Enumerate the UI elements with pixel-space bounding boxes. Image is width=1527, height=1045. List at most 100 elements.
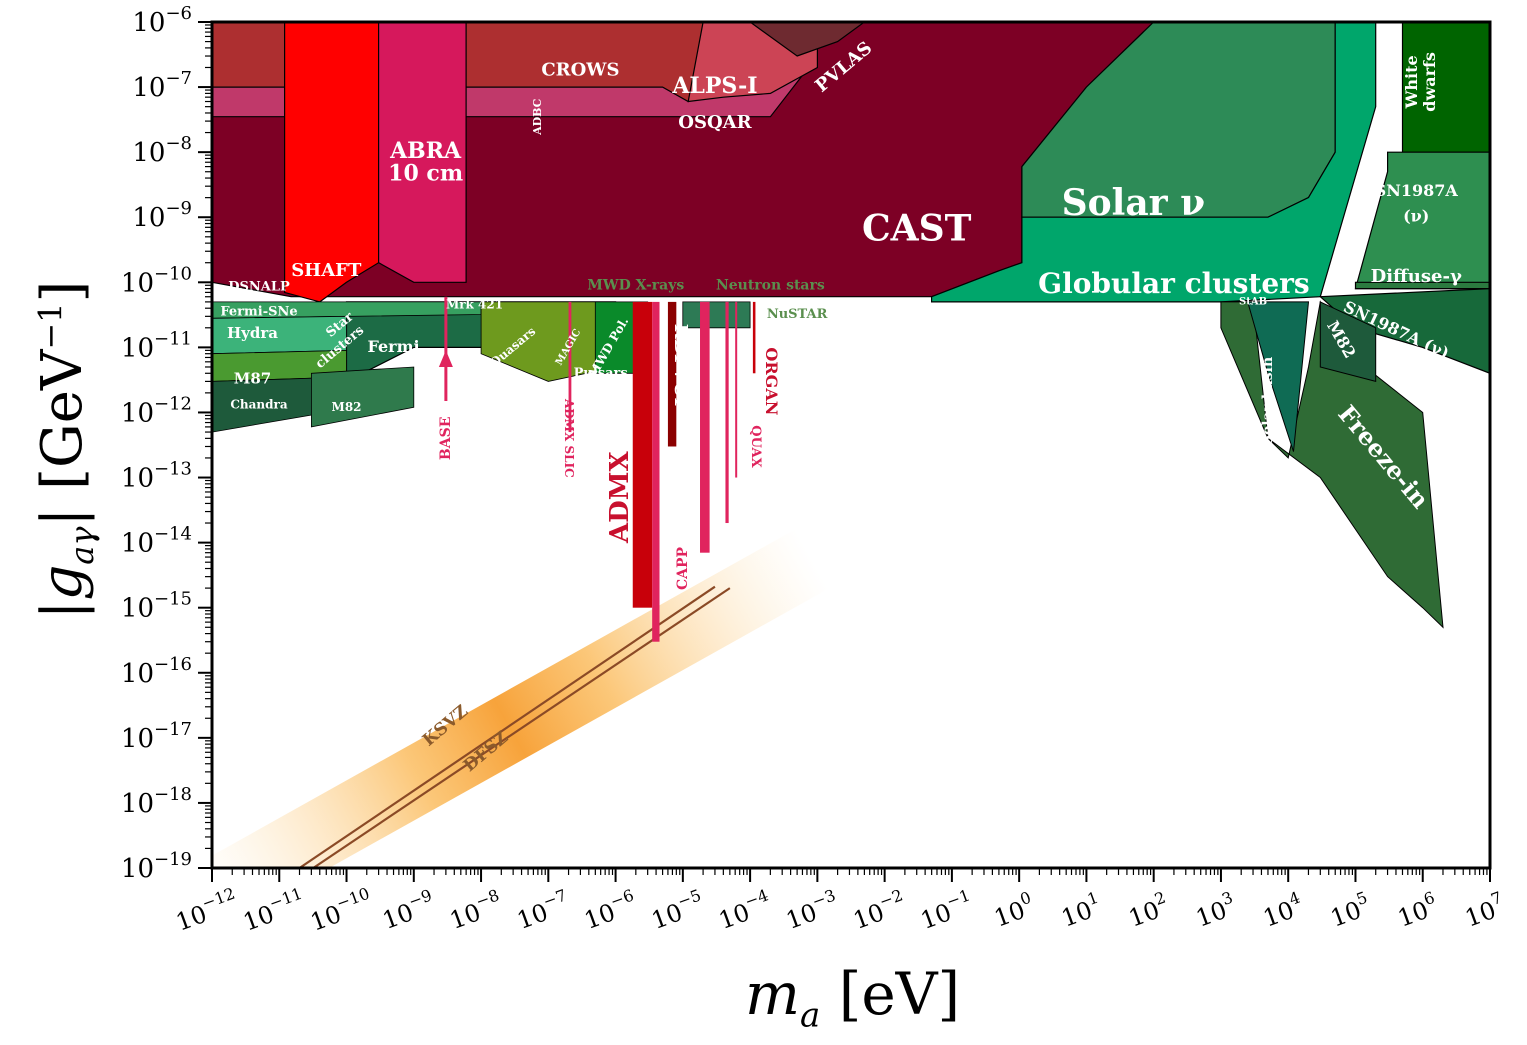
region-pvlas — [749, 22, 866, 57]
y-tick-base: 10 — [132, 73, 165, 103]
x-tick-exponent: −1 — [944, 885, 973, 911]
y-tick-base: 10 — [121, 464, 154, 494]
x-tick-exponent: −7 — [540, 885, 569, 911]
x-tick-exponent: −6 — [608, 885, 637, 911]
y-tick-label: 10−15 — [121, 589, 192, 624]
y-tick-label: 10−16 — [121, 654, 192, 689]
annotation-label: MWD X-rays — [587, 277, 684, 293]
annotation-label: (ν) — [1403, 207, 1429, 226]
annotation-label: ADBC — [531, 98, 544, 136]
y-axis-symbol: |g — [30, 564, 95, 620]
y-tick-exponent: −10 — [154, 263, 192, 284]
annotation-label: RBF+UF — [670, 324, 691, 411]
x-tick-label: 10−12 — [171, 884, 243, 937]
y-tick-exponent: −9 — [165, 198, 192, 219]
excluded-regions — [212, 22, 1490, 629]
y-tick-label: 10−19 — [121, 849, 192, 884]
x-tick-label: 105 — [1325, 888, 1375, 933]
x-tick-label: 106 — [1392, 888, 1442, 933]
admx-limit — [632, 301, 653, 608]
x-tick-label: 10−8 — [444, 885, 506, 935]
annotation-label: Globular clusters — [1038, 267, 1310, 300]
annotation-label: ADMX SLIC — [562, 398, 576, 478]
haloscope-limits — [438, 296, 756, 642]
annotation-label: 10 cm — [388, 161, 463, 187]
annotation-label: ADMX — [605, 450, 635, 543]
y-axis-exponent: −1 — [31, 302, 70, 350]
capp-limit — [652, 301, 660, 642]
base-arrow-head — [438, 350, 453, 367]
y-tick-base: 10 — [132, 138, 165, 168]
y-tick-label: 10−7 — [132, 68, 192, 103]
m82-low-band — [311, 366, 415, 428]
quax-spike-3 — [735, 301, 738, 478]
y-tick-base: 10 — [121, 594, 154, 624]
annotation-label: ALPS-I — [671, 73, 757, 99]
annotation-label: Diffuse-γ — [1371, 266, 1462, 287]
y-axis-subscript: aγ — [63, 526, 102, 565]
y-tick-label: 10−11 — [121, 328, 192, 363]
quasars-band — [480, 301, 616, 382]
annotation-label: ABRA — [389, 138, 462, 164]
y-tick-exponent: −18 — [154, 784, 192, 805]
qcd-line-ksvz — [298, 585, 716, 868]
x-tick-label: 10−4 — [713, 885, 775, 935]
annotation-label: Solar ν — [1062, 182, 1206, 224]
region-globular-clusters — [931, 22, 1377, 303]
organ-limit — [752, 301, 756, 374]
x-tick-exponent: −11 — [267, 884, 305, 913]
annotation-label: Fermi-SNe — [220, 304, 297, 319]
x-tick-label: 10−6 — [579, 885, 641, 935]
y-tick-label: 10−17 — [121, 719, 192, 754]
y-tick-base: 10 — [132, 203, 165, 233]
x-axis-subscript: a — [800, 995, 821, 1036]
quax-spike-1 — [700, 301, 710, 553]
y-tick-exponent: −17 — [154, 719, 192, 740]
region-diffuse- — [1354, 281, 1490, 290]
annotation-label: QUAX — [748, 425, 763, 468]
x-tick-exponent: −3 — [809, 885, 838, 911]
y-axis-unit: | [GeV — [30, 349, 95, 527]
annotation-label: CAST — [862, 208, 972, 250]
x-tick-label: 100 — [989, 888, 1039, 933]
x-tick-label: 10−9 — [377, 885, 439, 935]
y-tick-base: 10 — [121, 659, 154, 689]
y-tick-exponent: −7 — [165, 68, 192, 89]
y-tick-base: 10 — [132, 8, 165, 38]
x-tick-label: 10−3 — [781, 885, 843, 935]
qcd-line-dfsz — [312, 587, 731, 868]
annotation-label: ORGAN — [762, 347, 781, 415]
x-tick-label: 102 — [1123, 888, 1173, 933]
y-tick-exponent: −13 — [154, 459, 192, 480]
x-axis-unit: [eV] — [838, 960, 961, 1028]
nustar-band — [682, 301, 751, 329]
annotation-label: SN1987A — [1375, 181, 1459, 200]
y-tick-base: 10 — [121, 398, 154, 428]
x-tick-exponent: −10 — [334, 884, 372, 913]
annotation-label: Mrk 421 — [446, 297, 503, 311]
y-tick-exponent: −19 — [154, 849, 192, 870]
annotation-label: Pulsars — [574, 366, 628, 381]
y-tick-label: 10−9 — [132, 198, 192, 233]
x-tick-label: 10−5 — [646, 885, 708, 935]
y-tick-label: 10−8 — [132, 133, 192, 168]
y-tick-exponent: −8 — [165, 133, 192, 154]
y-tick-exponent: −11 — [154, 328, 192, 349]
freeze-in-region — [1220, 300, 1444, 629]
rbf-uf-limit — [667, 301, 677, 447]
y-tick-base: 10 — [121, 789, 154, 819]
region-white-dwarfs — [1401, 22, 1490, 153]
y-tick-base: 10 — [121, 724, 154, 754]
y-tick-base: 10 — [121, 854, 154, 884]
annotation-label: DSNALP — [228, 279, 290, 294]
annotation-label: Neutron stars — [716, 277, 825, 293]
y-tick-exponent: −16 — [154, 654, 192, 675]
y-tick-label: 10−12 — [121, 393, 192, 428]
x-tick-label: 10−2 — [848, 885, 910, 935]
x-tick-label: 101 — [1056, 888, 1106, 933]
annotation-label: Fermi — [367, 337, 419, 356]
y-tick-exponent: −14 — [154, 524, 192, 545]
annotation-label: CROWS — [541, 59, 619, 80]
quax-spike-2 — [725, 301, 729, 524]
